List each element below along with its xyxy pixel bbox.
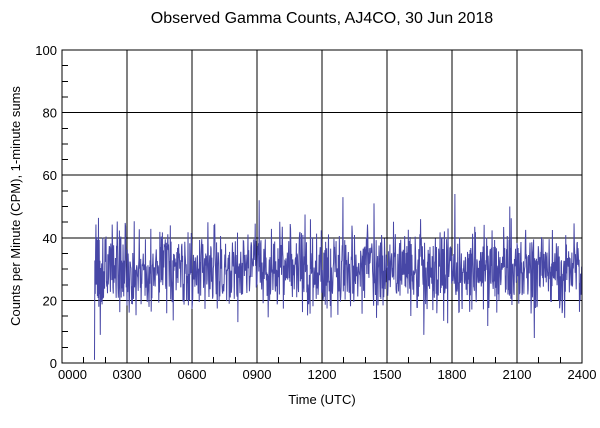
y-tick-label: 40 <box>43 231 57 246</box>
x-tick-label: 1800 <box>438 367 467 382</box>
tick-labels: 0000 0300 0600 0900 1200 1500 1800 2100 2400 0 20 4… <box>35 43 596 382</box>
y-tick-label: 100 <box>35 43 57 58</box>
y-tick-label: 80 <box>43 106 57 121</box>
x-axis-label: Time (UTC) <box>288 392 355 407</box>
x-tick-label: 0600 <box>178 367 207 382</box>
y-axis-label: Counts per Minute (CPM), 1-minute sums <box>8 86 23 326</box>
x-tick-label: 2100 <box>503 367 532 382</box>
minor-ticks <box>62 65 561 363</box>
plot-frame <box>61 49 583 364</box>
y-tick-label: 0 <box>50 356 57 371</box>
x-tick-label: 1500 <box>373 367 402 382</box>
grid-lines <box>62 50 582 363</box>
data-series-line <box>94 193 583 360</box>
chart-title: Observed Gamma Counts, AJ4CO, 30 Jun 201… <box>151 10 494 27</box>
x-tick-label: 0300 <box>113 367 142 382</box>
x-tick-label: 0000 <box>58 367 87 382</box>
x-tick-label: 1200 <box>308 367 337 382</box>
y-tick-label: 60 <box>43 168 57 183</box>
y-tick-label: 20 <box>43 293 57 308</box>
x-tick-label: 2400 <box>568 367 597 382</box>
x-tick-label: 0900 <box>243 367 272 382</box>
